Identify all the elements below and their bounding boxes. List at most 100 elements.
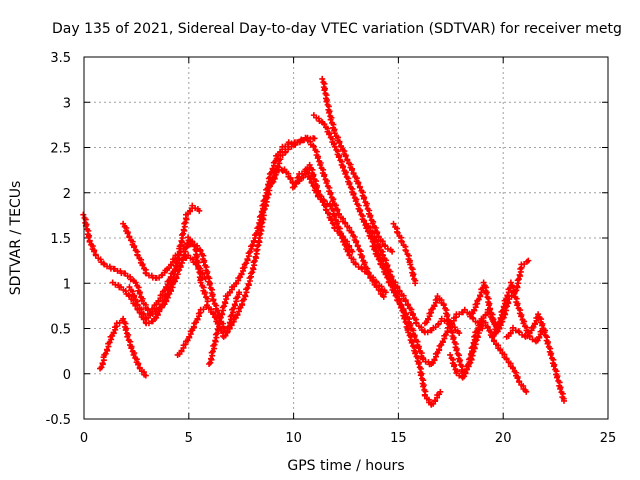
data-point-marker (321, 121, 328, 128)
data-point-marker (447, 324, 454, 331)
data-point-marker (206, 281, 213, 288)
data-point-marker (323, 207, 330, 214)
data-point-marker (314, 155, 321, 162)
data-point-marker (321, 173, 328, 180)
data-point-marker (398, 238, 405, 245)
data-point-marker (335, 154, 342, 161)
data-point-marker (440, 302, 447, 309)
data-point-marker (249, 265, 256, 272)
series-pass-20 (503, 311, 567, 404)
y-tick-label: 3 (63, 96, 71, 111)
data-point-marker (197, 247, 204, 254)
data-point-marker (368, 235, 375, 242)
data-point-marker (390, 220, 397, 227)
data-point-marker (456, 330, 463, 337)
x-tick-label: 5 (185, 431, 193, 446)
data-point-marker (354, 243, 361, 250)
data-point-marker (407, 322, 414, 329)
data-point-marker (120, 315, 127, 322)
data-point-marker (403, 247, 410, 254)
y-tick-label: 0 (63, 368, 71, 383)
y-axis-label: SDTVAR / TECUs (8, 181, 24, 296)
data-point-marker (437, 388, 444, 395)
data-point-marker (333, 220, 340, 227)
data-point-marker (360, 195, 367, 202)
data-point-marker (420, 383, 427, 390)
data-point-marker (408, 339, 415, 346)
series-pass-5 (126, 252, 209, 322)
data-point-marker (257, 226, 264, 233)
data-point-marker (122, 327, 129, 334)
data-point-marker (200, 259, 207, 266)
data-point-marker (131, 294, 138, 301)
data-point-marker (358, 254, 365, 261)
data-point-marker (412, 280, 419, 287)
data-point-marker (350, 191, 357, 198)
data-point-marker (326, 131, 333, 138)
data-point-marker (411, 333, 418, 340)
data-point-marker (544, 340, 551, 347)
data-point-marker (376, 244, 383, 251)
data-point-marker (209, 348, 216, 355)
data-point-marker (317, 161, 324, 168)
data-point-marker (319, 75, 326, 82)
data-point-marker (134, 252, 141, 259)
data-point-marker (490, 318, 497, 325)
data-point-marker (507, 279, 514, 286)
data-point-marker (451, 363, 458, 370)
data-point-marker (447, 351, 454, 358)
data-point-marker (377, 261, 384, 268)
data-point-marker (409, 272, 416, 279)
data-point-marker (382, 289, 389, 296)
data-point-marker (201, 290, 208, 297)
data-point-marker (193, 254, 200, 261)
x-axis-label: GPS time / hours (287, 458, 404, 474)
series-pass-17 (447, 315, 530, 395)
series-pass-8 (222, 161, 356, 336)
data-point-marker (535, 311, 542, 318)
data-point-marker (209, 293, 216, 300)
data-point-marker (547, 351, 554, 358)
data-point-marker (197, 279, 204, 286)
data-point-marker (128, 345, 135, 352)
x-tick-label: 25 (600, 431, 617, 446)
data-point-marker (180, 226, 187, 233)
y-tick-label: 0.5 (50, 323, 71, 338)
y-tick-label: 2 (63, 187, 71, 202)
data-point-marker (380, 252, 387, 259)
data-point-marker (323, 180, 330, 186)
series-pass-14 (369, 243, 486, 368)
y-tick-label: 3.5 (50, 51, 71, 66)
data-point-marker (136, 290, 143, 297)
data-point-marker (518, 313, 525, 320)
data-point-marker (259, 215, 266, 222)
series-pass-2 (97, 315, 149, 379)
data-point-marker (560, 397, 567, 404)
chart-title: Day 135 of 2021, Sidereal Day-to-day VTE… (52, 21, 622, 37)
data-point-marker (390, 289, 397, 296)
data-point-marker (380, 293, 387, 300)
data-point-marker (306, 161, 313, 168)
x-tick-label: 0 (80, 431, 88, 446)
data-point-marker (311, 135, 318, 142)
data-point-marker (367, 213, 374, 220)
data-point-marker (363, 202, 370, 209)
data-point-marker (369, 243, 376, 250)
x-tick-label: 10 (285, 431, 302, 446)
data-point-marker (553, 374, 560, 381)
data-point-marker (517, 265, 524, 272)
data-point-marker (557, 385, 564, 392)
data-point-marker (456, 358, 463, 365)
data-point-marker (310, 143, 317, 150)
data-point-marker (252, 253, 259, 260)
data-point-marker (352, 198, 359, 205)
data-point-marker (525, 257, 532, 264)
y-tick-label: 2.5 (50, 142, 71, 157)
data-point-marker (202, 275, 209, 282)
data-point-marker (255, 237, 262, 244)
data-point-marker (139, 262, 146, 269)
data-point-marker (356, 184, 363, 191)
data-point-marker (386, 279, 393, 286)
data-point-marker (331, 143, 338, 150)
